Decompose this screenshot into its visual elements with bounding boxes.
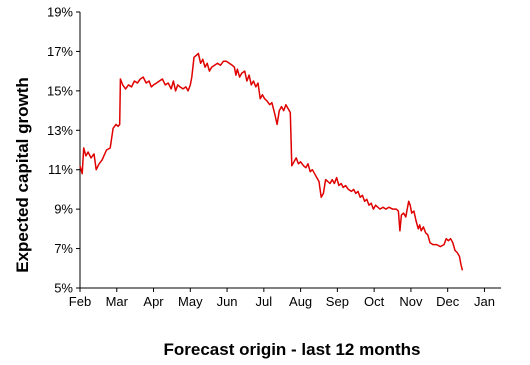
x-tick-label: Mar xyxy=(106,294,129,309)
x-axis-title: Forecast origin - last 12 months xyxy=(164,340,421,359)
y-tick-label: 7% xyxy=(54,241,73,256)
x-tick-label: Jun xyxy=(217,294,238,309)
y-tick-label: 5% xyxy=(54,281,73,296)
x-tick-label: May xyxy=(178,294,203,309)
x-tick-label: Jan xyxy=(474,294,495,309)
y-tick-label: 11% xyxy=(48,162,73,177)
x-tick-label: Apr xyxy=(143,294,164,309)
y-tick-label: 17% xyxy=(47,44,73,59)
x-tick-label: Aug xyxy=(289,294,312,309)
y-tick-label: 9% xyxy=(54,202,73,217)
x-tick-label: Nov xyxy=(399,294,423,309)
y-tick-label: 19% xyxy=(47,5,73,20)
x-tick-label: Oct xyxy=(364,294,385,309)
y-tick-label: 15% xyxy=(47,83,73,98)
y-axis-title: Expected capital growth xyxy=(13,77,32,273)
x-tick-label: Dec xyxy=(436,294,460,309)
series-line xyxy=(79,52,464,271)
x-tick-label: Feb xyxy=(69,294,91,309)
x-tick-label: Sep xyxy=(326,294,349,309)
y-tick-label: 13% xyxy=(47,123,73,138)
x-tick-label: Jul xyxy=(256,294,273,309)
